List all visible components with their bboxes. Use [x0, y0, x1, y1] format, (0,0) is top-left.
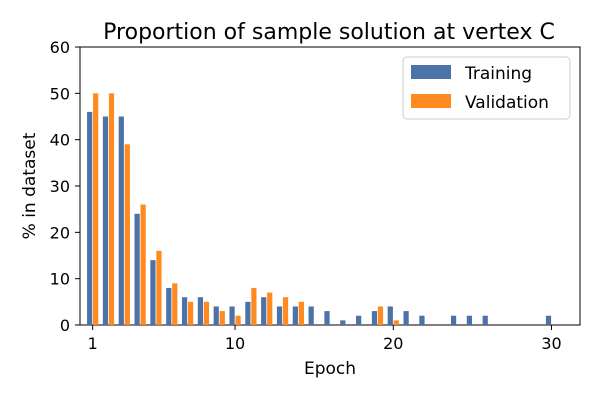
bar-validation-epoch-19: [377, 306, 384, 325]
bar-validation-epoch-9: [219, 311, 225, 325]
bar-training-epoch-3: [118, 116, 124, 325]
bar-validation-epoch-3: [124, 144, 130, 325]
y-tick-label-10: 10: [50, 270, 70, 289]
bar-training-epoch-11: [245, 301, 251, 325]
bar-training-epoch-13: [276, 306, 283, 325]
bar-validation-epoch-10: [235, 315, 241, 325]
bar-training-epoch-5: [150, 260, 156, 325]
bars: [87, 93, 552, 326]
x-axis-ticks: 1 10 20 30: [88, 325, 562, 353]
bar-training-epoch-12: [261, 297, 267, 325]
legend-label-validation: Validation: [465, 93, 549, 113]
bar-training-epoch-24: [450, 315, 457, 325]
bar-validation-epoch-6: [172, 283, 178, 325]
x-tick-label-10: 10: [225, 334, 245, 353]
x-tick-label-30: 30: [541, 334, 561, 353]
bar-validation-epoch-1: [93, 93, 99, 325]
bar-validation-epoch-7: [187, 301, 194, 325]
bar-training-epoch-10: [229, 306, 235, 325]
bar-training-epoch-8: [197, 297, 204, 325]
chart-title: Proportion of sample solution at vertex …: [103, 20, 555, 45]
legend: Training Validation: [402, 56, 571, 120]
bar-training-epoch-6: [166, 287, 172, 325]
bar-training-epoch-15: [308, 306, 314, 325]
y-tick-label-20: 20: [50, 223, 70, 242]
bar-validation-epoch-13: [282, 297, 289, 325]
bar-validation-epoch-5: [156, 250, 162, 325]
bar-training-epoch-30: [545, 315, 552, 325]
x-axis-label: Epoch: [304, 359, 356, 379]
bar-training-epoch-17: [340, 320, 346, 325]
y-tick-label-50: 50: [50, 84, 70, 103]
bar-validation-epoch-8: [203, 301, 210, 325]
bar-training-epoch-19: [371, 311, 378, 325]
legend-label-training: Training: [464, 64, 532, 84]
bar-training-epoch-1: [87, 111, 93, 326]
bar-validation-epoch-4: [140, 204, 146, 325]
bar-validation-epoch-20: [393, 320, 399, 325]
y-tick-label-40: 40: [50, 131, 70, 150]
bar-training-epoch-18: [356, 315, 362, 325]
bar-validation-epoch-14: [298, 301, 304, 325]
bar-validation-epoch-2: [108, 93, 115, 325]
bar-training-epoch-22: [419, 315, 425, 325]
bar-training-epoch-20: [387, 306, 393, 325]
bar-training-epoch-2: [102, 116, 109, 325]
x-tick-label-1: 1: [88, 334, 98, 353]
plot-area: 1 10 20 30 0 10 20 30 40 50 60: [50, 38, 581, 353]
bar-training-epoch-9: [213, 306, 219, 325]
bar-training-epoch-14: [292, 306, 298, 325]
bar-training-epoch-25: [466, 315, 473, 325]
y-tick-label-60: 60: [50, 38, 70, 57]
bar-training-epoch-7: [181, 297, 188, 325]
x-tick-label-20: 20: [383, 334, 403, 353]
y-tick-label-0: 0: [60, 316, 70, 335]
bar-validation-epoch-11: [251, 287, 257, 325]
legend-swatch-validation: [411, 94, 451, 108]
bar-validation-epoch-12: [267, 292, 273, 325]
legend-swatch-training: [411, 65, 451, 79]
bar-training-epoch-21: [403, 311, 409, 325]
bar-training-epoch-26: [482, 315, 488, 325]
bar-training-epoch-4: [134, 213, 140, 325]
y-axis-label: % in dataset: [20, 132, 40, 239]
y-tick-label-30: 30: [50, 177, 70, 196]
y-axis-ticks: 0 10 20 30 40 50 60: [50, 38, 80, 335]
bar-training-epoch-16: [324, 311, 330, 325]
